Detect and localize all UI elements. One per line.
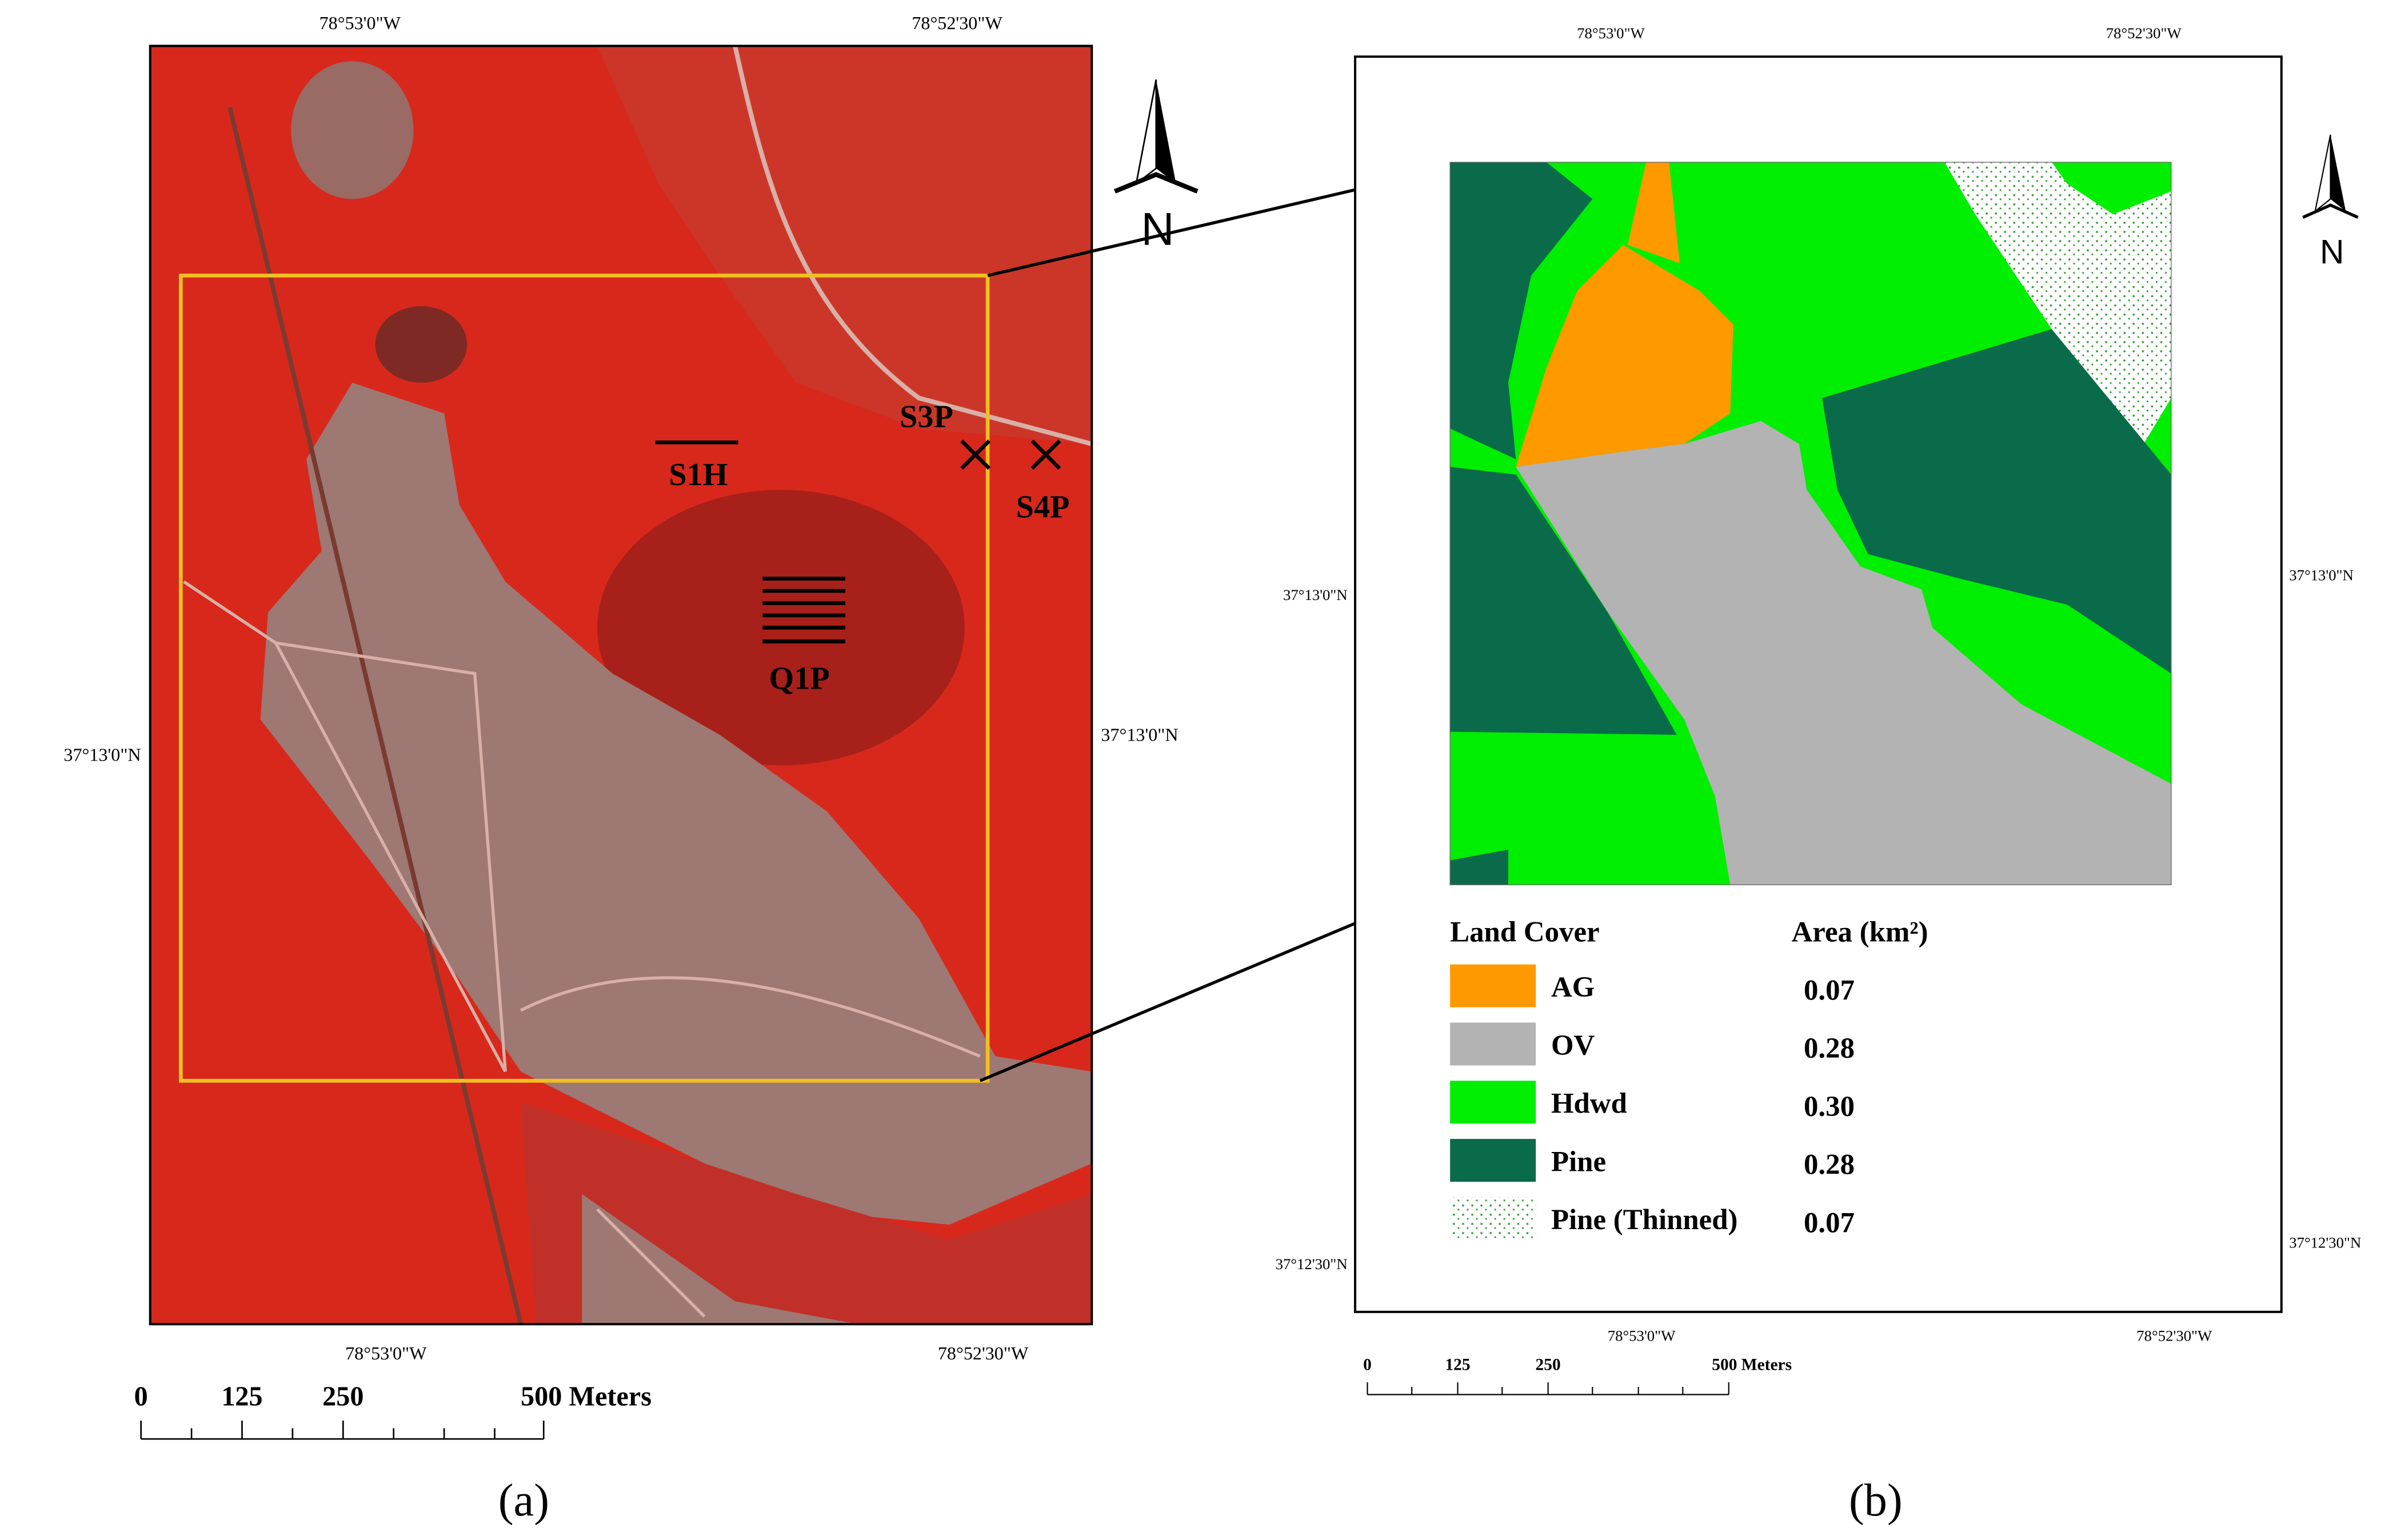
coord-label: 37°13'0"N bbox=[63, 744, 141, 765]
legend-area: 0.07 bbox=[1804, 974, 1855, 1006]
legend-label: AG bbox=[1551, 971, 1595, 1003]
legend-label: OV bbox=[1551, 1030, 1595, 1062]
legend-area: 0.30 bbox=[1804, 1091, 1855, 1123]
site-label: Q1P bbox=[769, 661, 829, 697]
legend-label: Hdwd bbox=[1551, 1088, 1627, 1120]
scale-label: 500 Meters bbox=[1712, 1356, 1792, 1374]
coord-label: 37°13'0"N bbox=[1101, 725, 1178, 745]
scale-label: 250 bbox=[1536, 1356, 1561, 1374]
legend-swatch bbox=[1450, 1022, 1536, 1066]
legend-label: Pine (Thinned) bbox=[1551, 1204, 1738, 1236]
legend-header: Area (km²) bbox=[1792, 917, 1928, 949]
legend-label: Pine bbox=[1551, 1146, 1606, 1178]
coord-label: 78°52'30"W bbox=[912, 13, 1002, 33]
legend-swatch bbox=[1450, 1139, 1536, 1182]
coord-label: 78°52'30"W bbox=[2106, 25, 2182, 42]
land-cover-map bbox=[1450, 162, 2171, 885]
coord-label: 37°13'0"N bbox=[1283, 586, 1348, 603]
scale-label: 125 bbox=[221, 1381, 262, 1411]
legend-area: 0.28 bbox=[1804, 1033, 1855, 1065]
caption: (a) bbox=[498, 1475, 549, 1526]
caption: (b) bbox=[1849, 1475, 1903, 1526]
scale-label: 0 bbox=[1363, 1356, 1372, 1374]
scale-label: 500 Meters bbox=[521, 1381, 652, 1411]
north-arrow bbox=[1113, 79, 1198, 194]
legend-swatch bbox=[1450, 964, 1536, 1007]
legend-swatch bbox=[1450, 1197, 1536, 1240]
site-label: S3P bbox=[900, 399, 953, 434]
frame bbox=[149, 45, 1093, 1326]
coord-label: 37°12'30"N bbox=[2289, 1234, 2361, 1251]
coord-label: 78°53'0"W bbox=[345, 1343, 427, 1363]
coord-label: 78°53'0"W bbox=[1577, 25, 1645, 42]
coord-label: 78°52'30"W bbox=[938, 1343, 1029, 1363]
legend-area: 0.28 bbox=[1804, 1149, 1855, 1181]
scale-bar bbox=[1367, 1382, 1729, 1395]
scale-bar bbox=[140, 1421, 545, 1440]
legend-header: Land Cover bbox=[1450, 917, 1599, 949]
legend: AG 0.07 OV 0.28 Hdwd 0.30 Pine 0.28 Pine (Thinne… bbox=[1450, 964, 1855, 1240]
coord-label: 37°12'30"N bbox=[1276, 1255, 1348, 1273]
site-lines bbox=[762, 439, 1061, 643]
legend-swatch bbox=[1450, 1081, 1536, 1124]
coord-label: 78°52'30"W bbox=[2136, 1327, 2212, 1345]
site-label: S4P bbox=[1016, 489, 1070, 525]
legend-area: 0.07 bbox=[1804, 1207, 1855, 1239]
site-label: S1H bbox=[669, 457, 728, 493]
scale-label: 250 bbox=[322, 1381, 363, 1411]
scale-label: 0 bbox=[134, 1381, 148, 1411]
north-label: N bbox=[1141, 204, 1174, 255]
scale-label: 125 bbox=[1445, 1356, 1470, 1374]
coord-label: 37°13'0"N bbox=[2289, 566, 2354, 583]
north-arrow bbox=[2302, 134, 2359, 219]
imagery bbox=[150, 46, 1092, 1325]
study-area-box bbox=[178, 273, 990, 1083]
north-label: N bbox=[2320, 234, 2344, 271]
coord-label: 78°53'0"W bbox=[319, 13, 401, 33]
coord-label: 78°53'0"W bbox=[1608, 1327, 1676, 1345]
